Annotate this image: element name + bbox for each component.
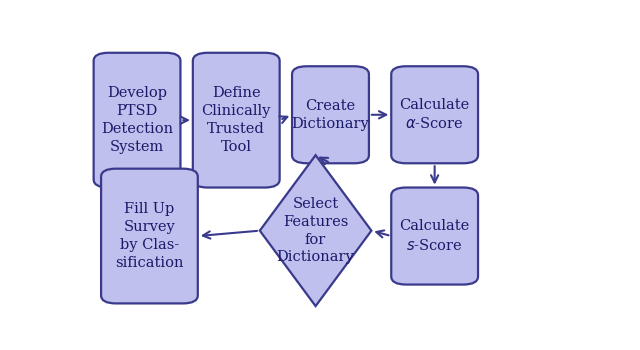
Text: Calculate
$\alpha$-Score: Calculate $\alpha$-Score — [399, 98, 470, 131]
Text: Develop
PTSD
Detection
System: Develop PTSD Detection System — [101, 86, 173, 154]
Text: Calculate
$s$-Score: Calculate $s$-Score — [399, 219, 470, 253]
FancyBboxPatch shape — [193, 53, 280, 188]
FancyBboxPatch shape — [292, 66, 369, 163]
Text: Fill Up
Survey
by Clas-
sification: Fill Up Survey by Clas- sification — [115, 202, 184, 270]
Polygon shape — [260, 155, 371, 306]
FancyBboxPatch shape — [101, 169, 198, 303]
Text: Define
Clinically
Trusted
Tool: Define Clinically Trusted Tool — [202, 86, 271, 154]
FancyBboxPatch shape — [391, 66, 478, 163]
FancyBboxPatch shape — [93, 53, 180, 188]
Text: Create
Dictionary: Create Dictionary — [292, 99, 369, 131]
FancyBboxPatch shape — [391, 188, 478, 285]
Text: Select
Features
for
Dictionary: Select Features for Dictionary — [276, 197, 355, 265]
